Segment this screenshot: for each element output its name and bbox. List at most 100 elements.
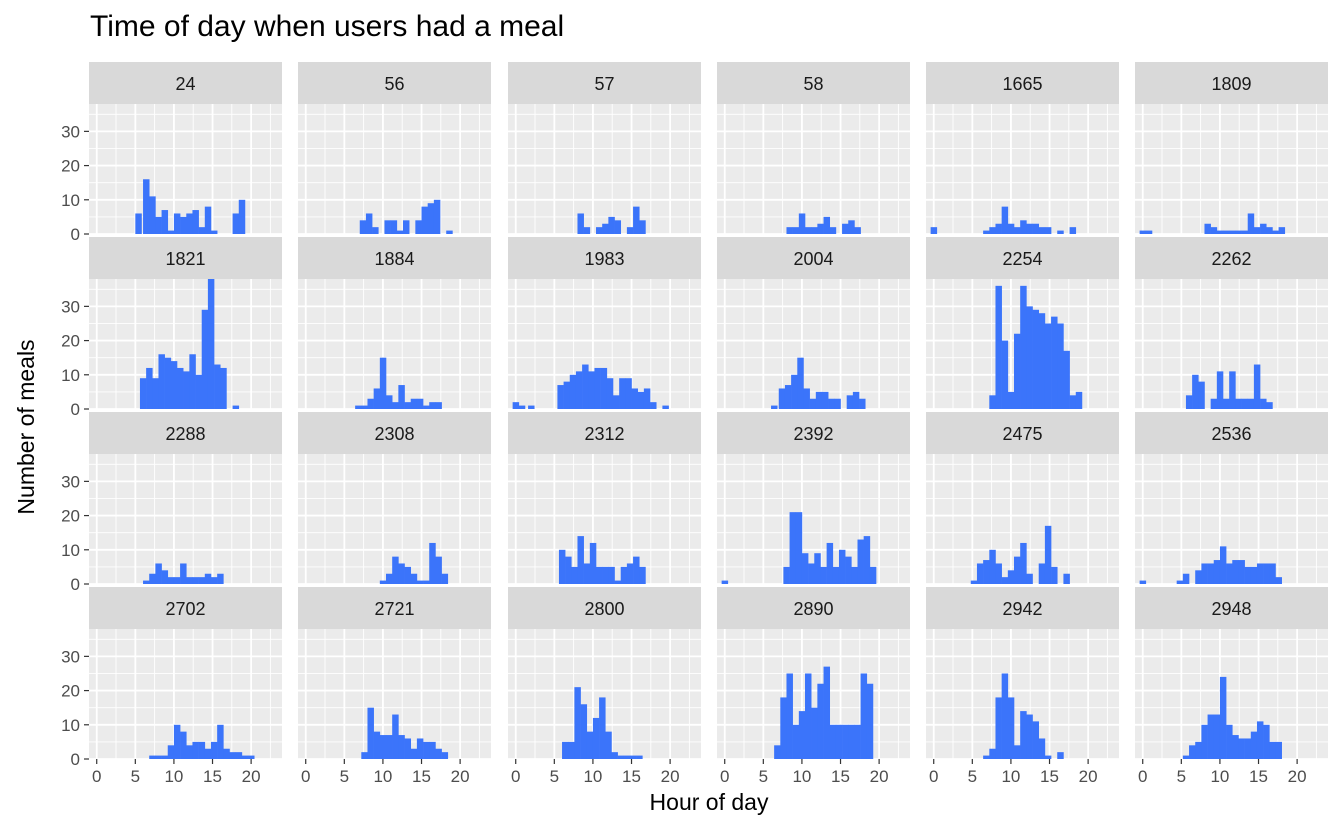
- histogram-bar: [198, 741, 206, 759]
- histogram-bar: [192, 741, 199, 759]
- histogram-bar: [373, 731, 381, 759]
- x-tick-label: 10: [373, 767, 392, 786]
- histogram-bar: [838, 549, 846, 584]
- facet-strip: [926, 412, 1119, 454]
- facet-strip: [89, 412, 282, 454]
- facet-strip: [508, 587, 701, 629]
- histogram-bar: [852, 391, 860, 409]
- facet-panel-2890: 2890 0 5 10 15 20: [717, 587, 910, 786]
- facet-strip-label: 56: [384, 74, 404, 94]
- histogram-bar: [167, 745, 175, 759]
- histogram-bar: [416, 738, 424, 759]
- histogram-bar: [149, 755, 156, 759]
- histogram-bar: [605, 731, 612, 759]
- histogram-bar: [1044, 227, 1052, 234]
- y-tick-label: 30: [61, 647, 80, 666]
- facet-panel-2392: 2392: [717, 412, 910, 585]
- histogram-bar: [811, 707, 818, 759]
- histogram-bar: [633, 206, 640, 234]
- histogram-bar: [589, 542, 597, 584]
- facet-panel-1821: 1821 0 10 20 30: [61, 237, 282, 419]
- facet-panel-1983: 1983: [508, 237, 701, 410]
- histogram-bar: [860, 673, 868, 759]
- histogram-bar: [626, 563, 634, 584]
- histogram-bar: [1275, 577, 1282, 584]
- histogram-bar: [562, 741, 569, 759]
- histogram-bar: [192, 210, 199, 234]
- histogram-bar: [441, 573, 449, 584]
- facet-panel-2262: 2262: [1135, 237, 1328, 410]
- histogram-bar: [571, 566, 578, 584]
- histogram-bar: [1038, 227, 1046, 234]
- histogram-bar: [161, 570, 169, 584]
- y-tick-label: 0: [71, 400, 80, 419]
- histogram-bar: [608, 566, 615, 584]
- histogram-bar: [1235, 230, 1242, 234]
- histogram-bar: [1001, 340, 1009, 409]
- histogram-bar: [1244, 738, 1252, 759]
- histogram-bar: [392, 402, 399, 409]
- histogram-bar: [617, 755, 625, 759]
- histogram-bar: [611, 752, 618, 759]
- histogram-bar: [1001, 206, 1009, 234]
- facet-panel-2308: 2308: [298, 412, 491, 585]
- x-tick-label: 10: [1001, 767, 1020, 786]
- histogram-bar: [577, 536, 584, 584]
- facet-strip: [298, 587, 491, 629]
- histogram-bar: [786, 673, 793, 759]
- histogram-bar: [983, 755, 990, 759]
- histogram-bar: [600, 367, 608, 409]
- histogram-bar: [1210, 398, 1218, 409]
- histogram-bar: [866, 683, 874, 759]
- histogram-bar: [220, 367, 227, 409]
- histogram-bar: [803, 388, 810, 409]
- y-tick-label: 30: [61, 297, 80, 316]
- histogram-bar: [180, 731, 187, 759]
- histogram-bar: [599, 697, 606, 759]
- histogram-bar: [606, 378, 614, 409]
- x-tick-label: 15: [1249, 767, 1268, 786]
- histogram-bar: [1057, 323, 1064, 409]
- histogram-bar: [435, 402, 442, 409]
- histogram-bar: [186, 745, 193, 759]
- histogram-bar: [774, 745, 781, 759]
- y-tick-label: 10: [61, 191, 80, 210]
- histogram-bar: [1182, 755, 1190, 759]
- histogram-bar: [1014, 745, 1021, 759]
- histogram-bar: [404, 402, 412, 409]
- y-tick-label: 10: [61, 541, 80, 560]
- histogram-bar: [429, 542, 436, 584]
- histogram-bar: [619, 378, 626, 409]
- facet-strip-label: 2004: [793, 249, 833, 269]
- histogram-bar: [721, 580, 729, 584]
- histogram-bar: [842, 223, 849, 234]
- histogram-bar: [433, 199, 441, 234]
- x-tick-label: 10: [583, 767, 602, 786]
- x-tick-label: 0: [720, 767, 729, 786]
- histogram-bar: [1266, 402, 1273, 409]
- panel-background: [89, 104, 282, 234]
- histogram-bar: [210, 230, 218, 234]
- facet-panel-2948: 2948 0 5 10 15 20: [1135, 587, 1328, 786]
- histogram-bar: [1229, 371, 1236, 409]
- histogram-bar: [778, 388, 786, 409]
- x-tick-label: 5: [340, 767, 349, 786]
- histogram-bar: [563, 381, 571, 409]
- facet-strip-label: 2312: [584, 424, 624, 444]
- histogram-bar: [821, 391, 829, 409]
- histogram-bar: [1263, 724, 1270, 759]
- facet-strip-label: 2308: [374, 424, 414, 444]
- histogram-bar: [1223, 398, 1230, 409]
- histogram-bar: [1139, 580, 1147, 584]
- histogram-bar: [1213, 714, 1221, 759]
- histogram-bar: [173, 724, 181, 759]
- histogram-bar: [1069, 227, 1077, 234]
- histogram-bar: [1204, 223, 1211, 234]
- histogram-bar: [238, 199, 246, 234]
- histogram-bar: [161, 210, 169, 234]
- histogram-bar: [588, 371, 595, 409]
- histogram-bar: [633, 556, 640, 584]
- x-tick-label: 10: [1210, 767, 1229, 786]
- histogram-bar: [639, 220, 646, 234]
- histogram-bar: [1044, 323, 1052, 409]
